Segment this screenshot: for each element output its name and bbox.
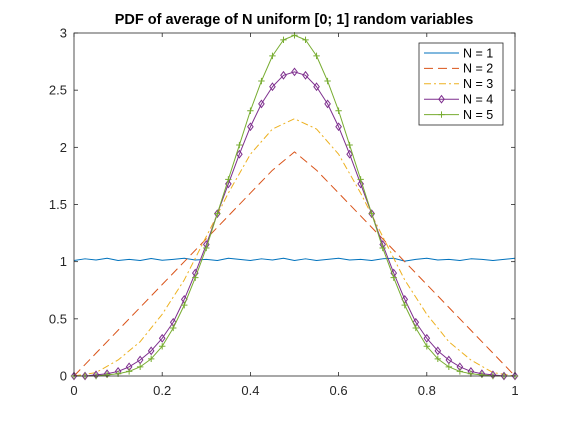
legend-entry: N = 1 <box>424 46 493 60</box>
data-point-marker <box>159 343 166 350</box>
data-point-marker <box>401 301 408 309</box>
y-tick-label: 1.5 <box>49 197 67 212</box>
data-point-marker <box>225 176 232 183</box>
legend-entry: N = 4 <box>424 93 493 107</box>
data-point-marker <box>456 368 464 375</box>
y-tick-label: 3 <box>60 26 67 41</box>
data-point-marker <box>225 179 232 189</box>
data-point-marker <box>70 371 78 381</box>
data-point-marker <box>434 355 442 363</box>
data-point-marker <box>236 141 243 149</box>
legend-marker <box>438 94 445 104</box>
y-tick-label: 1 <box>60 254 67 269</box>
legend-entry: N = 2 <box>424 62 493 76</box>
series-line-2 <box>73 151 516 377</box>
series-line-4 <box>74 71 515 377</box>
data-point-marker <box>368 209 375 219</box>
x-tick-label: 0.6 <box>330 383 348 398</box>
data-point-marker <box>81 371 89 381</box>
data-point-marker <box>434 346 442 356</box>
series-1 <box>73 257 516 262</box>
data-point-marker <box>423 343 430 350</box>
data-point-marker <box>511 371 519 381</box>
data-point-marker <box>412 324 419 332</box>
data-point-marker <box>302 36 309 44</box>
data-point-marker <box>280 70 287 80</box>
series-5 <box>70 32 519 380</box>
series-line-1 <box>73 257 516 262</box>
data-point-marker <box>103 371 111 379</box>
data-point-marker <box>324 77 331 85</box>
x-tick-label: 0 <box>70 383 77 398</box>
data-point-marker <box>247 107 254 114</box>
data-point-marker <box>357 176 364 183</box>
data-point-marker <box>147 355 155 363</box>
data-point-marker <box>269 82 276 92</box>
data-point-marker <box>158 333 166 343</box>
data-point-marker <box>136 355 144 365</box>
data-point-marker <box>368 210 375 217</box>
data-point-marker <box>445 355 453 365</box>
data-point-marker <box>214 210 221 217</box>
data-point-marker <box>258 99 265 109</box>
legend-entry: N = 3 <box>424 77 493 91</box>
x-tick-label: 1 <box>511 383 518 398</box>
data-point-marker <box>302 70 309 80</box>
legend: N = 1 N = 2N = 3 N = 4N = 5 <box>418 42 504 126</box>
series-layer <box>70 32 519 381</box>
data-point-marker <box>390 274 397 281</box>
data-point-marker <box>335 122 342 132</box>
x-tick-label: 0.2 <box>153 383 171 398</box>
data-point-marker <box>136 363 144 371</box>
data-point-marker <box>423 333 431 343</box>
y-tick-label: 0 <box>60 369 67 384</box>
data-point-marker <box>478 371 486 379</box>
data-point-marker <box>147 346 155 356</box>
data-point-marker <box>500 371 508 381</box>
data-point-marker <box>280 36 287 44</box>
chart-title: PDF of average of N uniform [0; 1] rando… <box>115 12 474 28</box>
data-point-marker <box>445 363 453 371</box>
data-point-marker <box>203 244 210 252</box>
data-point-marker <box>214 209 221 219</box>
legend-label: N = 5 <box>463 108 493 122</box>
data-point-marker <box>170 324 177 332</box>
data-point-marker <box>335 107 342 114</box>
data-point-marker <box>258 77 265 85</box>
legend-label: N = 2 <box>463 62 493 76</box>
data-point-marker <box>125 368 133 375</box>
legend-entry: N = 5 <box>424 108 493 122</box>
data-point-marker <box>357 179 364 189</box>
series-2 <box>73 151 516 377</box>
legend-label: N = 4 <box>463 93 493 107</box>
x-tick-label: 0.8 <box>418 383 436 398</box>
data-point-marker <box>291 67 298 77</box>
data-point-marker <box>236 149 243 159</box>
data-point-marker <box>269 52 276 60</box>
legend-label: N = 1 <box>463 46 493 60</box>
axes-layer: 0 0.2 0.4 0.6 0.8 1 0 0.5 1 1.5 2 2.5 3 <box>49 26 519 399</box>
data-point-marker <box>346 149 353 159</box>
series-3 <box>73 118 516 377</box>
x-tick-label: 0.4 <box>241 383 259 398</box>
series-line-3 <box>73 118 516 377</box>
legend-box <box>418 42 504 126</box>
legend-label: N = 3 <box>463 77 493 91</box>
legend-marker <box>438 111 445 118</box>
data-point-marker <box>346 141 353 149</box>
data-point-marker <box>247 122 254 132</box>
y-tick-label: 0.5 <box>49 311 67 326</box>
y-tick-label: 2 <box>60 140 67 155</box>
data-point-marker <box>181 301 188 309</box>
data-point-marker <box>192 274 199 281</box>
data-point-marker <box>379 244 386 252</box>
data-point-marker <box>313 82 320 92</box>
data-point-marker <box>324 99 331 109</box>
data-point-marker <box>313 52 320 60</box>
y-tick-label: 2.5 <box>49 83 67 98</box>
